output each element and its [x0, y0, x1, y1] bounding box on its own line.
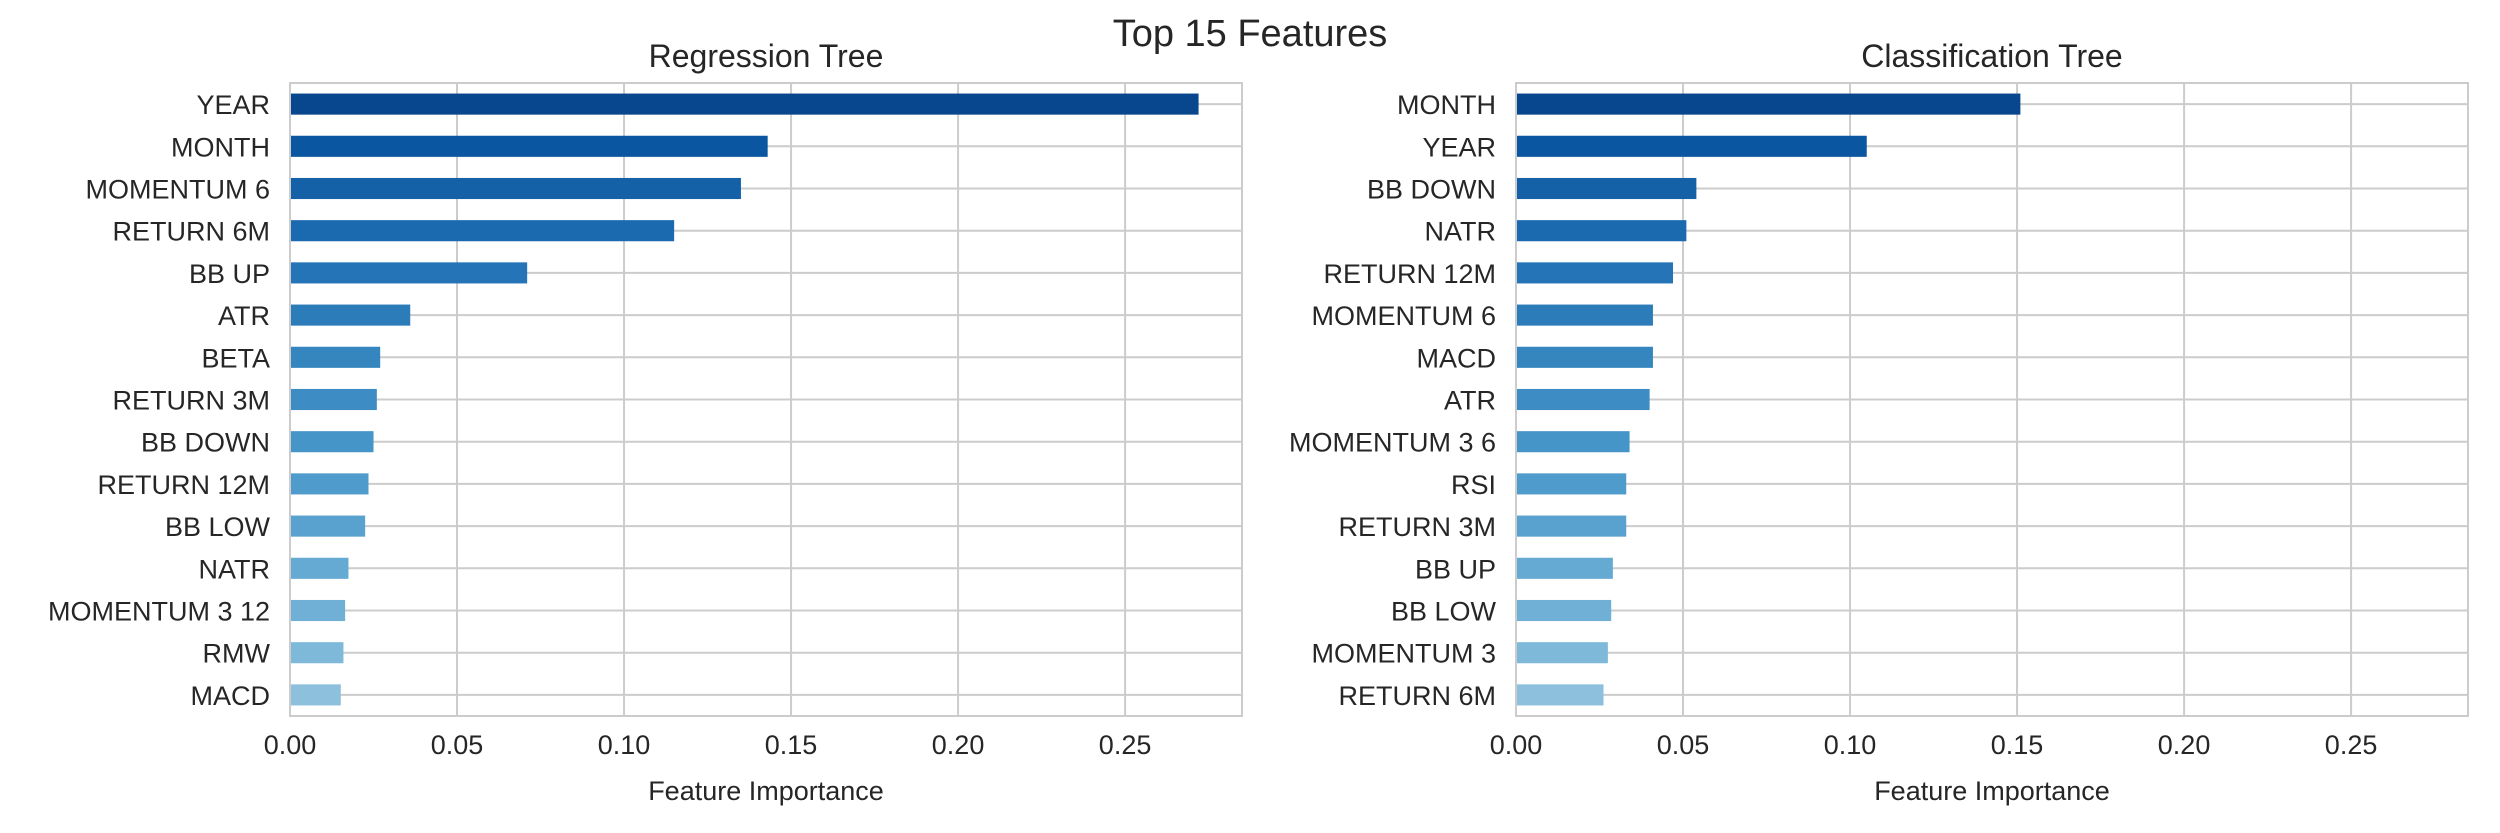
regression-x-tick-label: 0.10 — [598, 730, 651, 760]
regression-category-label-momentum-3-12: MOMENTUM 3 12 — [48, 597, 270, 627]
regression-category-label-month: MONTH — [171, 132, 270, 162]
classification-bar-momentum-3 — [1516, 642, 1608, 664]
regression-bar-natr — [290, 557, 349, 579]
regression-bar-atr — [290, 304, 411, 326]
regression-bar-rmw — [290, 642, 344, 664]
classification-x-tick-label: 0.00 — [1490, 730, 1543, 760]
classification-x-tick-label: 0.10 — [1824, 730, 1877, 760]
regression-bar-bb-up — [290, 262, 528, 284]
classification-title: Classification Tree — [1861, 38, 2122, 74]
regression-bar-momentum-6 — [290, 177, 741, 200]
classification-bar-bb-up — [1516, 557, 1613, 579]
regression-bar-return-12m — [290, 473, 369, 495]
figure-title: Top 15 Features — [1113, 13, 1388, 55]
classification-x-tick-label: 0.25 — [2325, 730, 2378, 760]
regression-bar-beta — [290, 346, 381, 368]
regression-bar-month — [290, 135, 768, 157]
classification-bar-momentum-3-6 — [1516, 431, 1630, 453]
classification-x-tick-label: 0.15 — [1991, 730, 2044, 760]
regression-category-label-bb-low: BB LOW — [165, 512, 271, 542]
regression-bar-bb-down — [290, 431, 374, 453]
classification-category-label-momentum-6: MOMENTUM 6 — [1312, 301, 1497, 331]
regression-x-tick-label: 0.20 — [932, 730, 985, 760]
regression-category-label-bb-down: BB DOWN — [141, 428, 270, 458]
classification-bar-atr — [1516, 388, 1650, 411]
classification-plot-frame — [1515, 82, 2469, 717]
regression-x-tick-label: 0.25 — [1099, 730, 1152, 760]
regression-bar-momentum-3-12 — [290, 599, 346, 622]
regression-category-label-atr: ATR — [218, 301, 270, 331]
classification-category-label-bb-up: BB UP — [1415, 554, 1496, 584]
classification-bar-rsi — [1516, 473, 1627, 495]
regression-category-label-return-6m: RETURN 6M — [112, 217, 270, 247]
regression-category-label-return-12m: RETURN 12M — [97, 470, 270, 500]
regression-title: Regression Tree — [649, 38, 884, 74]
regression-category-label-bb-up: BB UP — [189, 259, 270, 289]
classification-category-label-momentum-3: MOMENTUM 3 — [1312, 639, 1497, 669]
regression-x-axis-label: Feature Importance — [648, 776, 884, 806]
classification-bar-macd — [1516, 346, 1653, 368]
regression-x-tick-label: 0.15 — [765, 730, 818, 760]
classification-bar-month — [1516, 93, 2021, 115]
regression-bar-year — [290, 93, 1199, 115]
classification-bar-return-6m — [1516, 684, 1604, 706]
classification-category-label-return-6m: RETURN 6M — [1338, 681, 1496, 711]
classification-bar-momentum-6 — [1516, 304, 1653, 326]
classification-x-axis-label: Feature Importance — [1874, 776, 2110, 806]
classification-bar-natr — [1516, 220, 1687, 242]
classification-category-label-bb-low: BB LOW — [1391, 597, 1497, 627]
classification-x-tick-label: 0.05 — [1657, 730, 1710, 760]
regression-category-label-rmw: RMW — [203, 639, 271, 669]
classification-category-label-month: MONTH — [1397, 90, 1496, 120]
regression-bar-bb-low — [290, 515, 366, 537]
classification-category-label-bb-down: BB DOWN — [1367, 175, 1496, 205]
regression-bar-return-3m — [290, 388, 377, 411]
classification-bar-bb-down — [1516, 177, 1697, 200]
classification-category-label-atr: ATR — [1444, 386, 1496, 416]
classification-bar-bb-low — [1516, 599, 1612, 622]
regression-category-label-return-3m: RETURN 3M — [112, 386, 270, 416]
classification-category-label-momentum-3-6: MOMENTUM 3 6 — [1289, 428, 1496, 458]
classification-bar-return-12m — [1516, 262, 1673, 284]
regression-category-label-natr: NATR — [199, 554, 271, 584]
regression-category-label-momentum-6: MOMENTUM 6 — [86, 175, 271, 205]
regression-bar-return-6m — [290, 220, 675, 242]
regression-x-tick-label: 0.00 — [264, 730, 317, 760]
regression-x-tick-label: 0.05 — [431, 730, 484, 760]
classification-category-label-natr: NATR — [1425, 217, 1497, 247]
classification-category-label-return-12m: RETURN 12M — [1323, 259, 1496, 289]
regression-bar-macd — [290, 684, 341, 706]
classification-bar-return-3m — [1516, 515, 1627, 537]
classification-category-label-return-3m: RETURN 3M — [1338, 512, 1496, 542]
classification-category-label-rsi: RSI — [1451, 470, 1496, 500]
classification-category-label-year: YEAR — [1422, 132, 1496, 162]
classification-category-label-macd: MACD — [1417, 343, 1497, 373]
regression-category-label-year: YEAR — [196, 90, 270, 120]
regression-tree-panel: Regression Tree 0.00 0.05 0.10 0.15 0.20 0.25 Y… — [48, 38, 1243, 806]
classification-x-tick-label: 0.20 — [2158, 730, 2211, 760]
regression-plot-frame — [289, 82, 1243, 717]
regression-category-label-macd: MACD — [191, 681, 271, 711]
classification-bar-year — [1516, 135, 1867, 157]
classification-tree-panel: Classification Tree 0.00 0.05 0.10 0.15 0.20 0… — [1289, 38, 2469, 806]
regression-category-label-beta: BETA — [201, 343, 270, 373]
